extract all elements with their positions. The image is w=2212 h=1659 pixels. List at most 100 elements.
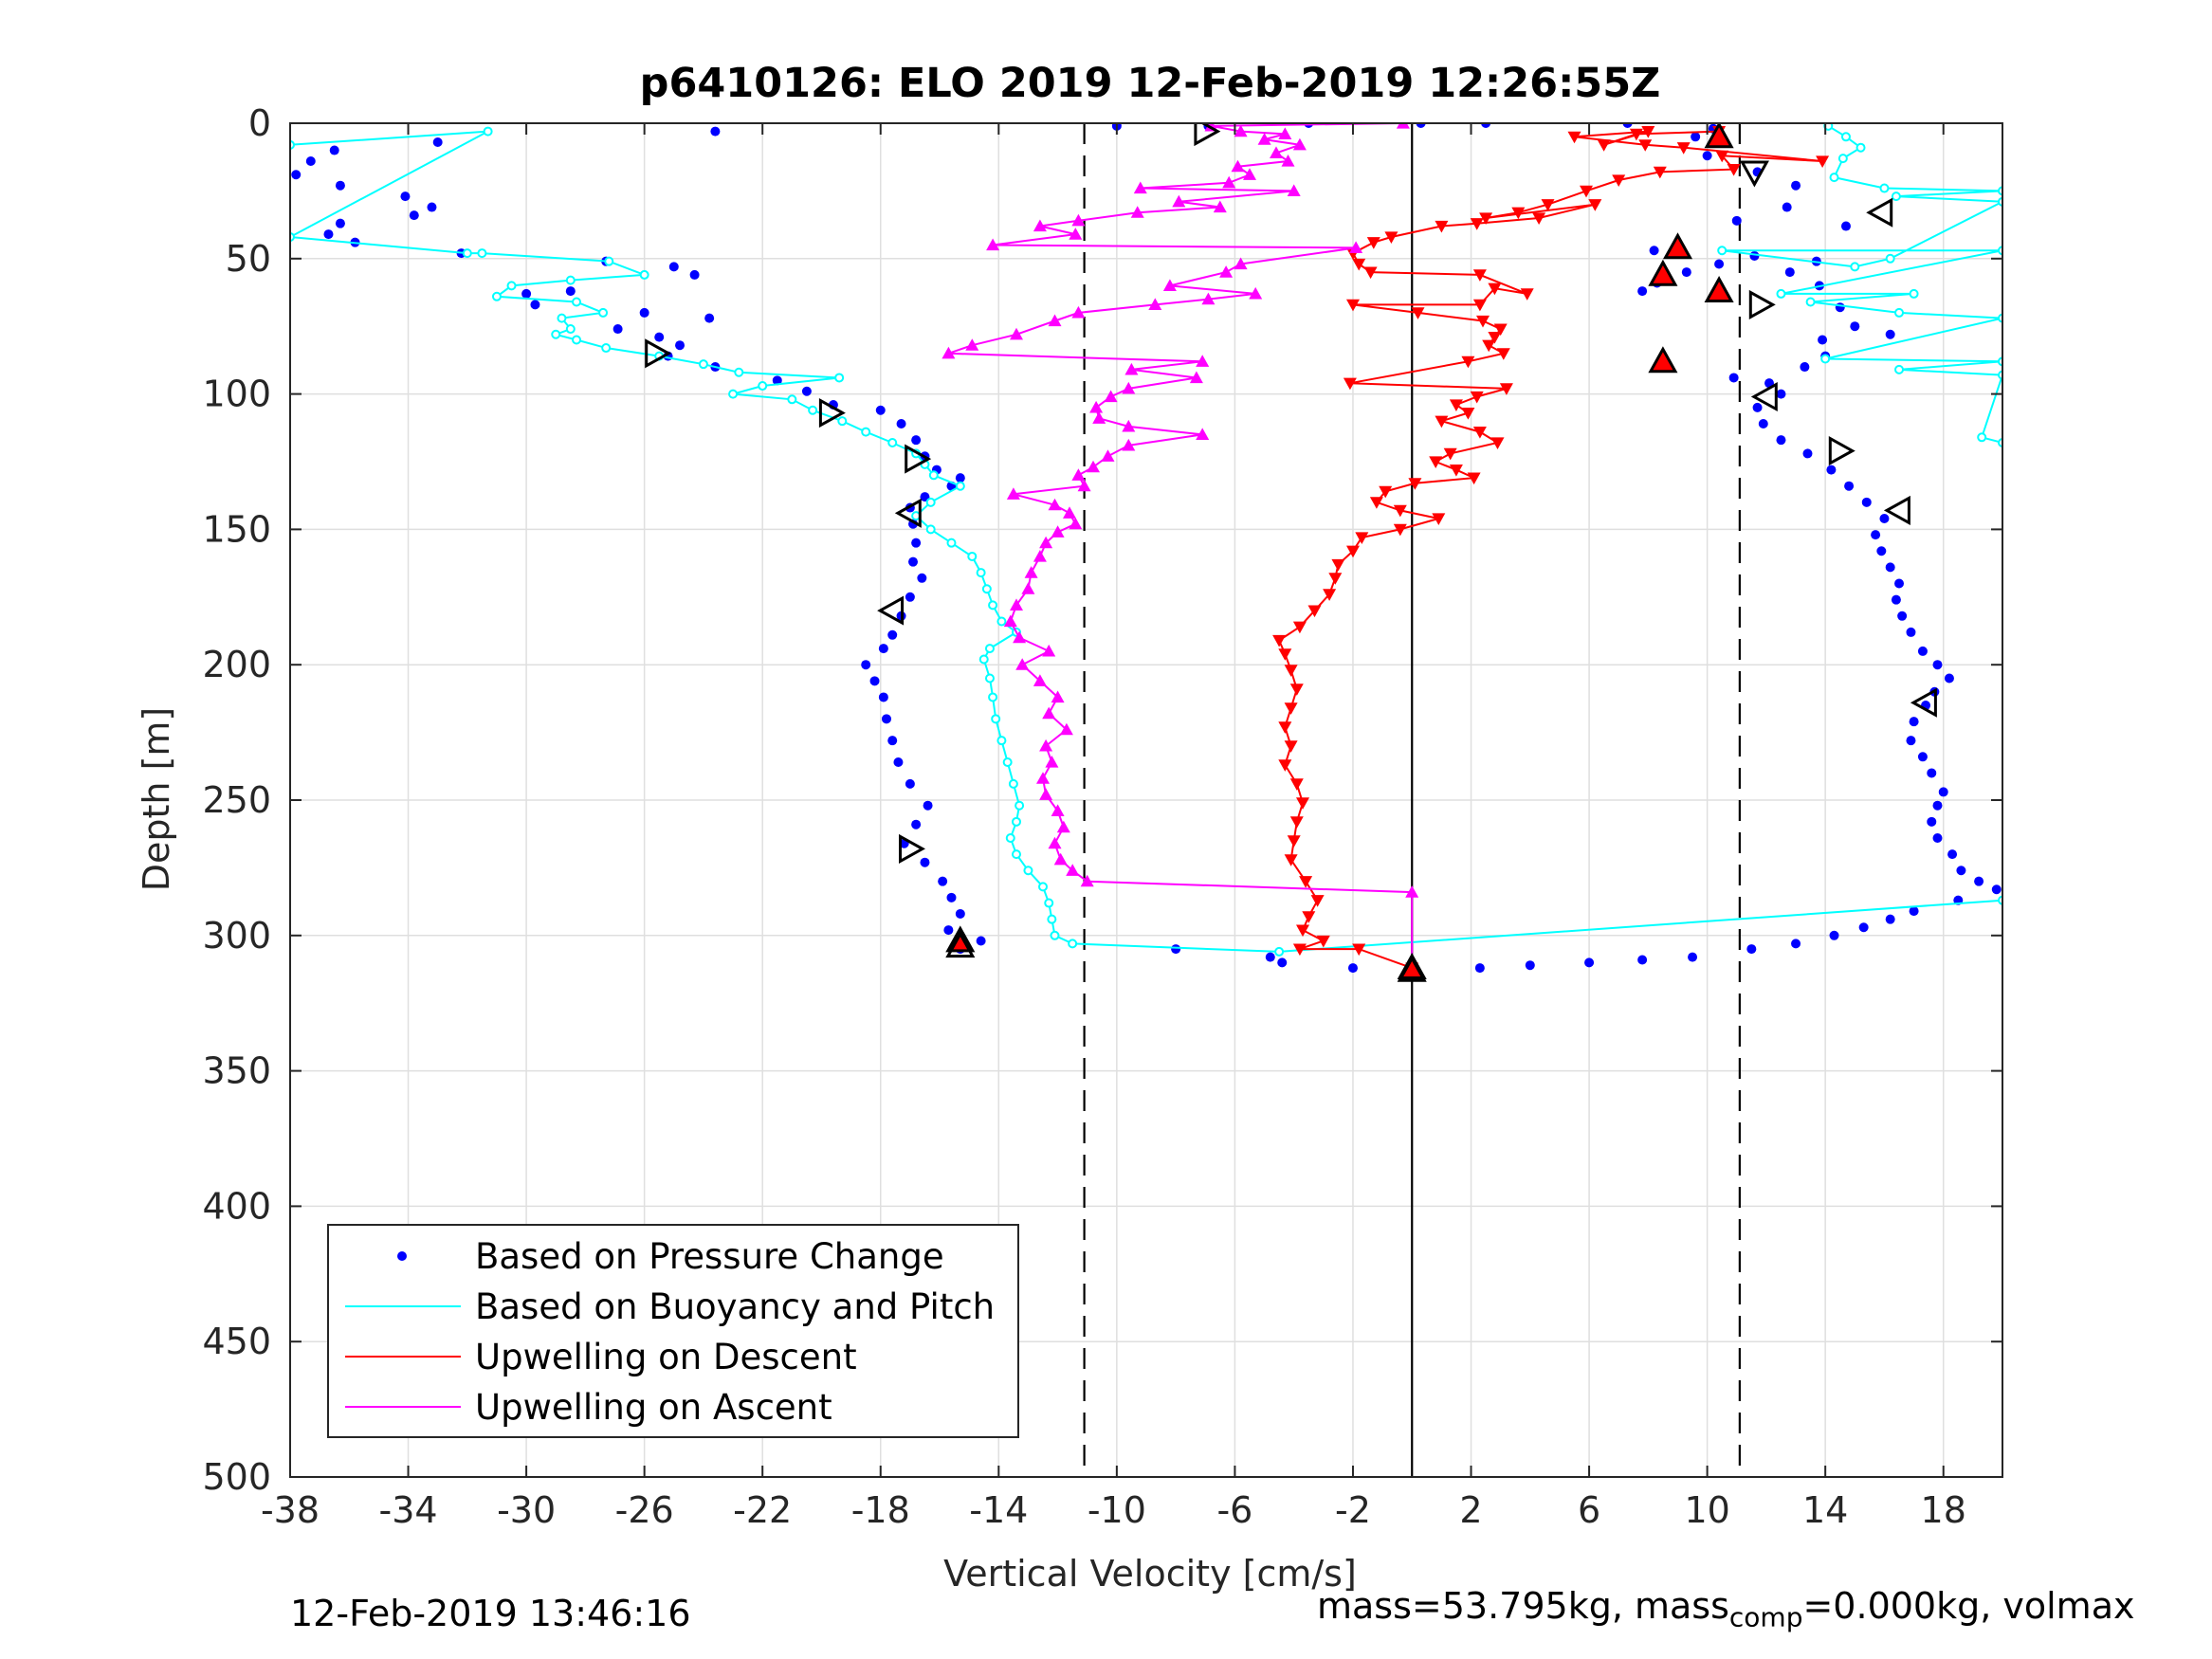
data-point (1499, 383, 1513, 395)
data-point (565, 324, 576, 335)
open-triangle-marker (894, 498, 922, 528)
open-triangle-marker (1883, 495, 1910, 525)
data-point (1885, 329, 1895, 339)
data-point (923, 800, 933, 811)
data-point (1047, 914, 1057, 924)
data-point (1416, 123, 1426, 128)
data-point (1702, 151, 1712, 161)
data-point (1717, 246, 1728, 256)
data-point (572, 335, 582, 345)
data-point (1429, 456, 1443, 468)
data-point (834, 373, 845, 383)
data-point (1977, 432, 1987, 443)
data-point (1011, 849, 1021, 860)
data-point (689, 269, 700, 280)
data-point (1435, 220, 1449, 233)
data-point (1396, 123, 1410, 129)
y-tick-label: 50 (226, 238, 271, 280)
data-point (1384, 231, 1398, 244)
series-0 (291, 123, 2002, 974)
data-point (967, 551, 978, 561)
data-point (1039, 738, 1053, 752)
data-point (1829, 930, 1839, 940)
data-point (1080, 874, 1094, 887)
chart-title: p6410126: ELO 2019 12-Feb-2019 12:26:55Z (640, 60, 1661, 107)
data-point (1013, 630, 1027, 644)
open-triangle-marker (1828, 436, 1856, 466)
data-point (1039, 536, 1053, 549)
data-point (1243, 168, 1256, 180)
data-point (1461, 408, 1475, 420)
data-point (878, 692, 888, 702)
data-point (668, 262, 679, 272)
legend-swatch (397, 1251, 407, 1261)
data-point (1728, 373, 1739, 383)
data-point (1087, 460, 1100, 473)
data-point (1840, 221, 1851, 231)
data-point (1991, 884, 2002, 895)
data-point (1033, 550, 1047, 562)
data-point (1758, 419, 1768, 429)
data-point (598, 307, 609, 318)
footer-mass-suffix: =0.000kg, volmax (1802, 1585, 2135, 1627)
data-point (565, 275, 576, 285)
data-point (1752, 402, 1763, 412)
data-point (1122, 419, 1136, 432)
x-tick-label: -14 (969, 1489, 1028, 1531)
data-point (1042, 706, 1056, 720)
legend-entry: Based on Buoyancy and Pitch (345, 1286, 995, 1327)
data-point (335, 180, 345, 191)
data-point (654, 332, 665, 342)
data-point (1405, 885, 1419, 898)
data-point (1048, 836, 1062, 849)
x-tick-label: 2 (1459, 1489, 1482, 1531)
y-tick-label: 100 (202, 374, 271, 415)
data-point (1287, 184, 1301, 196)
data-point (1015, 800, 1025, 811)
data-point (1053, 852, 1068, 866)
data-point (1897, 611, 1908, 621)
footer-timestamp: 12-Feb-2019 13:46:16 (290, 1593, 691, 1634)
data-point (1805, 297, 1816, 307)
data-point (1885, 914, 1895, 924)
data-point (1051, 690, 1065, 703)
x-axis-label: Vertical Velocity [cm/s] (943, 1553, 1357, 1595)
data-point (1222, 175, 1236, 189)
legend: Based on Pressure Change Based on Buoyanc… (327, 1224, 1019, 1438)
data-point (1802, 448, 1813, 459)
data-point (1331, 558, 1345, 572)
data-point (1894, 578, 1905, 589)
data-point (1231, 159, 1245, 173)
data-point (572, 297, 582, 307)
y-tick-label: 400 (202, 1185, 271, 1227)
data-point (1776, 389, 1786, 399)
data-point (1257, 133, 1271, 145)
data-point (1909, 717, 1919, 727)
data-point (1196, 428, 1210, 440)
data-point (1944, 673, 1954, 684)
data-point (1829, 173, 1839, 183)
data-point (323, 229, 334, 240)
data-point (1408, 478, 1422, 490)
open-triangle-marker (1748, 289, 1776, 319)
x-tick-label: -18 (851, 1489, 910, 1531)
data-point (1122, 438, 1136, 451)
data-point (1470, 391, 1484, 404)
data-point (1122, 381, 1136, 394)
data-point (1346, 545, 1360, 558)
red-triangle-marker (1648, 259, 1678, 286)
data-point (1393, 504, 1407, 518)
data-point (878, 644, 888, 654)
data-point (1063, 506, 1076, 519)
footer-mass-prefix: mass=53.795kg, mass (1317, 1585, 1729, 1627)
data-point (1310, 895, 1325, 907)
data-point (1885, 253, 1895, 264)
y-tick-label: 200 (202, 644, 271, 685)
data-point (1068, 939, 1078, 949)
data-point (1932, 832, 1943, 843)
data-point (1104, 390, 1118, 403)
data-point (1349, 241, 1363, 253)
data-point (1033, 219, 1047, 232)
data-point (1520, 288, 1534, 301)
data-point (1092, 411, 1106, 424)
